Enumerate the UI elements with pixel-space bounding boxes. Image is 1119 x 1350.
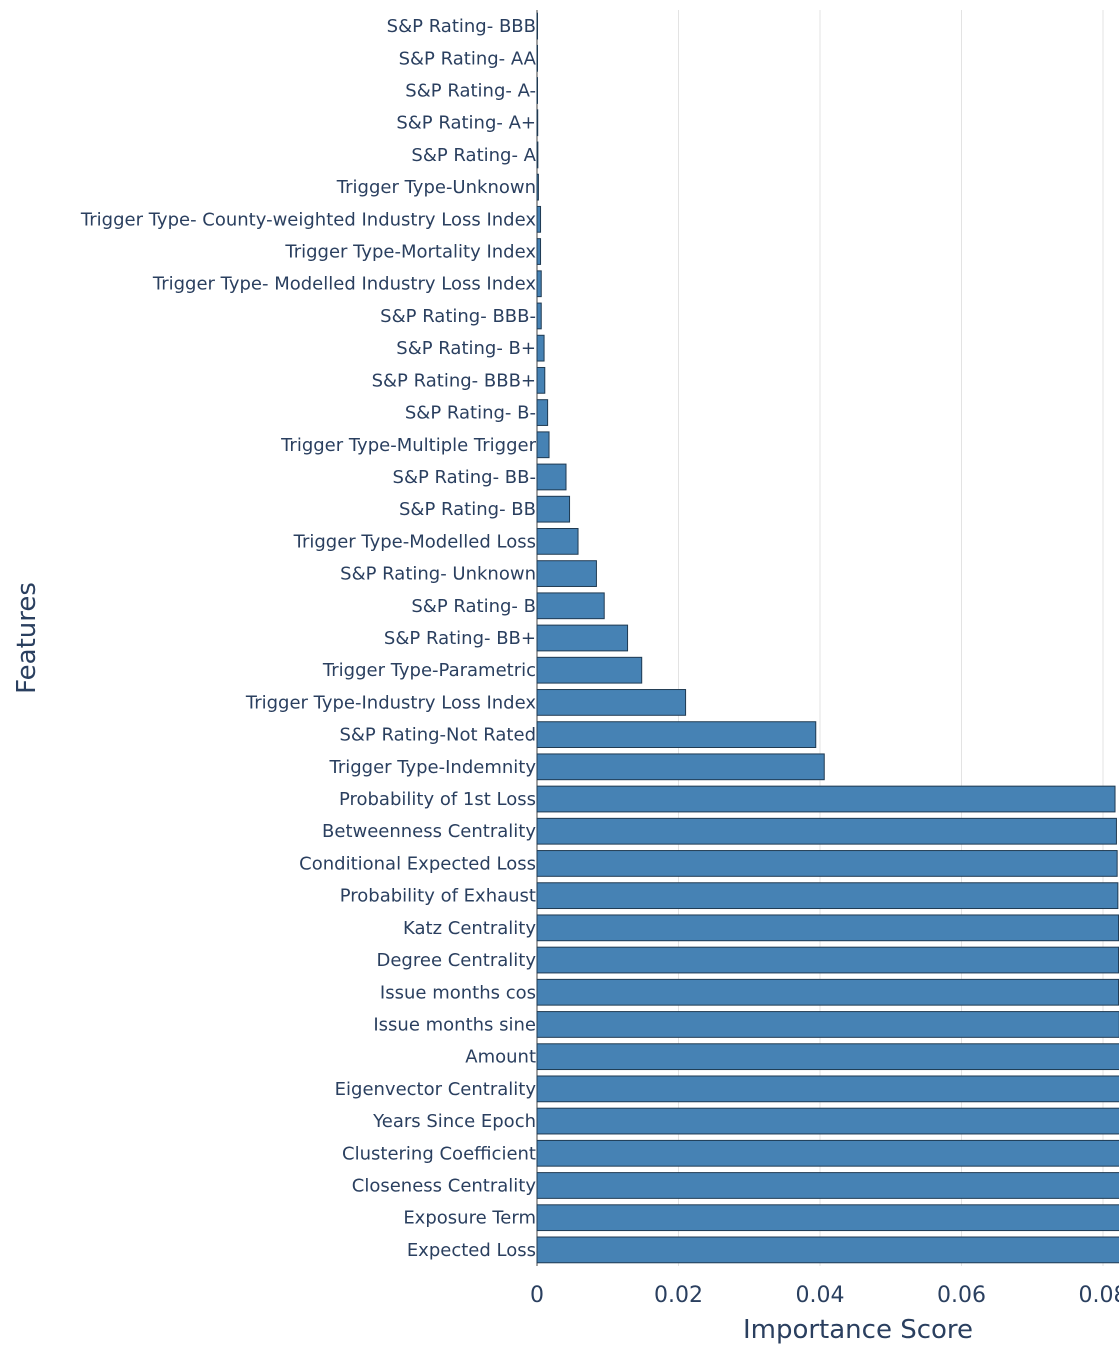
y-tick-label: S&P Rating-Not Rated — [339, 725, 536, 746]
y-tick-label: S&P Rating- AA — [399, 48, 537, 69]
bar-trigger-type-mortality-index — [536, 238, 542, 265]
bar-s-p-rating-bbb — [536, 302, 542, 330]
y-tick-label: Eigenvector Centrality — [335, 1079, 537, 1100]
x-tick-label: 0.06 — [937, 1283, 986, 1308]
bar-conditional-expected-loss — [536, 850, 1118, 877]
y-tick-label: Probability of 1st Loss — [339, 789, 536, 810]
bar-trigger-type-indemnity — [536, 753, 825, 781]
bar-trigger-type-parametric — [536, 656, 643, 684]
y-tick-label: S&P Rating- B — [411, 596, 536, 617]
x-tick-label: 0.02 — [654, 1283, 703, 1308]
y-tick-label: Amount — [465, 1047, 536, 1068]
bar-probability-of-exhaust — [536, 882, 1119, 910]
bar-s-p-rating-bbb — [536, 12, 538, 40]
y-tick-label: Clustering Coefficient — [342, 1143, 536, 1164]
y-tick-label: Exposure Term — [403, 1208, 536, 1229]
bar-s-p-rating-unknown — [536, 560, 597, 587]
y-tick-label: Issue months cos — [380, 982, 536, 1003]
bar-probability-of-1st-loss — [536, 785, 1116, 813]
bar-amount — [536, 1043, 1119, 1071]
y-tick-label: Trigger Type- County-weighted Industry L… — [80, 209, 536, 230]
bar-closeness-centrality — [536, 1172, 1119, 1199]
bar-eigenvector-centrality — [536, 1075, 1119, 1103]
y-tick-label: Degree Centrality — [377, 950, 537, 971]
bar-s-p-rating-bb — [536, 463, 567, 491]
bar-exposure-term — [536, 1204, 1119, 1232]
bar-s-p-rating-b — [536, 592, 605, 620]
bar-trigger-type-modelled-loss — [536, 528, 579, 555]
x-tick-label: 0.04 — [796, 1283, 845, 1308]
bar-expected-loss — [536, 1236, 1119, 1264]
bars — [536, 12, 1119, 1264]
y-tick-label: S&P Rating- BB — [399, 499, 536, 520]
y-tick-label: Trigger Type-Industry Loss Index — [245, 692, 537, 713]
y-tick-label: Trigger Type-Mortality Index — [284, 242, 536, 263]
bar-s-p-rating-not-rated — [536, 721, 817, 748]
y-tick-label: S&P Rating- B- — [405, 403, 536, 424]
y-tick-label: S&P Rating- A — [411, 145, 536, 166]
y-tick-label: Issue months sine — [373, 1014, 536, 1035]
bar-trigger-type-industry-loss-index — [536, 689, 687, 716]
bar-trigger-type-county-weighted-industry-loss-index — [536, 205, 542, 233]
y-axis-title: Features — [12, 582, 42, 694]
y-tick-label: S&P Rating- BB- — [393, 467, 536, 488]
y-tick-label: Trigger Type-Indemnity — [328, 757, 536, 778]
x-axis-title: Importance Score — [743, 1315, 973, 1345]
x-tick-label: 0 — [530, 1283, 544, 1308]
y-tick-label: Trigger Type-Unknown — [336, 177, 536, 198]
y-tick-label: S&P Rating- A+ — [396, 113, 536, 134]
bar-trigger-type-modelled-industry-loss-index — [536, 270, 542, 298]
bar-degree-centrality — [536, 946, 1119, 974]
bar-s-p-rating-a — [536, 77, 538, 104]
y-tick-label: Trigger Type- Modelled Industry Loss Ind… — [152, 274, 536, 295]
y-tick-label: Trigger Type-Parametric — [322, 660, 536, 681]
bar-s-p-rating-aa — [536, 44, 538, 72]
y-tick-label: Years Since Epoch — [372, 1111, 536, 1132]
y-tick-label: Trigger Type-Multiple Trigger — [280, 435, 537, 456]
bar-katz-centrality — [536, 914, 1119, 942]
bar-trigger-type-unknown — [536, 173, 539, 201]
y-tick-label: Expected Loss — [407, 1240, 536, 1261]
y-tick-label: S&P Rating- BB+ — [384, 628, 536, 649]
y-tick-label: Trigger Type-Modelled Loss — [293, 531, 536, 552]
bar-clustering-coefficient — [536, 1139, 1119, 1167]
x-tick-labels: 0 0.02 0.04 0.06 0.08 — [530, 1283, 1119, 1308]
bar-s-p-rating-bbb — [536, 366, 546, 394]
bar-s-p-rating-b — [536, 334, 545, 362]
y-tick-label: S&P Rating- BBB- — [380, 306, 536, 327]
bar-years-since-epoch — [536, 1107, 1119, 1135]
y-tick-label: Closeness Centrality — [352, 1175, 537, 1196]
bar-trigger-type-multiple-trigger — [536, 431, 550, 459]
y-tick-label: S&P Rating- A- — [405, 81, 536, 102]
bar-s-p-rating-bb — [536, 624, 629, 652]
bar-s-p-rating-a — [536, 141, 539, 169]
y-tick-label: S&P Rating- BBB — [387, 16, 536, 37]
y-tick-labels: S&P Rating- BBB S&P Rating- AA S&P Rating-… — [80, 16, 537, 1261]
y-tick-label: Katz Centrality — [403, 918, 536, 939]
y-tick-label: Conditional Expected Loss — [299, 853, 536, 874]
bar-issue-months-sine — [536, 1011, 1119, 1038]
bar-betweenness-centrality — [536, 817, 1117, 845]
y-tick-label: Probability of Exhaust — [340, 886, 536, 907]
bar-s-p-rating-b — [536, 399, 549, 426]
bar-s-p-rating-bb — [536, 495, 571, 523]
y-tick-label: S&P Rating- B+ — [396, 338, 536, 359]
bar-s-p-rating-a — [536, 109, 539, 137]
y-tick-label: S&P Rating- Unknown — [340, 564, 536, 585]
y-tick-label: S&P Rating- BBB+ — [372, 370, 536, 391]
bar-issue-months-cos — [536, 978, 1119, 1006]
y-tick-label: Betweenness Centrality — [322, 821, 536, 842]
x-tick-label: 0.08 — [1079, 1283, 1119, 1308]
